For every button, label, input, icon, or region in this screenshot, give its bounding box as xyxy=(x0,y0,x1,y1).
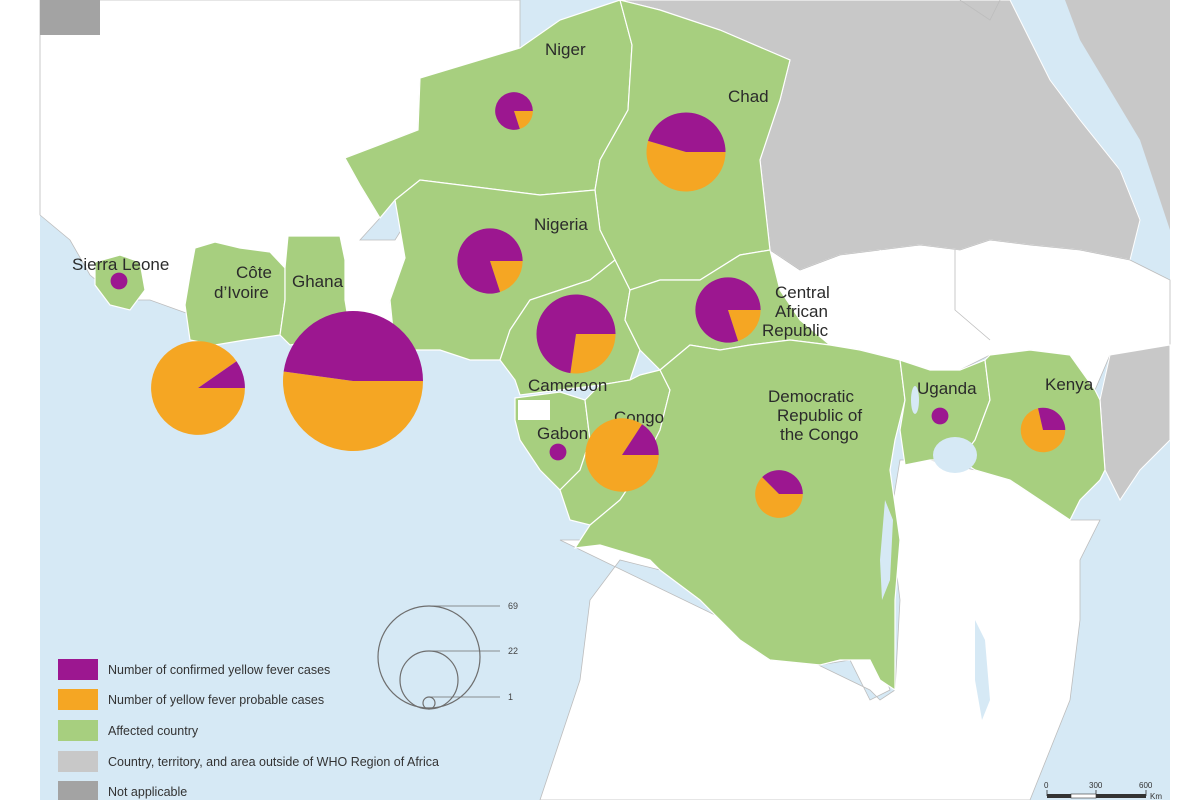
pie-slice-probable-ghana xyxy=(283,371,423,451)
lake-victoria xyxy=(933,437,977,473)
label-drc-2: Republic of xyxy=(777,406,862,425)
pie-slice-confirmed-cameroon xyxy=(536,294,616,374)
pie-slice-probable-chad xyxy=(646,140,726,192)
legend-label-not-applicable: Not applicable xyxy=(108,785,187,799)
color-legend: Number of confirmed yellow fever cases N… xyxy=(58,659,439,800)
pie-niger xyxy=(495,92,533,130)
pie-slice-confirmed-ghana xyxy=(283,310,423,381)
pie-uganda xyxy=(931,407,949,425)
case-pie-charts xyxy=(110,92,1066,518)
country-drc xyxy=(573,339,906,692)
label-nigeria: Nigeria xyxy=(534,215,588,234)
label-cameroon: Cameroon xyxy=(528,376,607,395)
legend-swatch-outside xyxy=(58,751,98,772)
pie-c-te-d-ivoire xyxy=(151,341,245,435)
pie-kenya xyxy=(1020,407,1066,453)
label-drc-3: the Congo xyxy=(780,425,858,444)
equatorial-guinea xyxy=(518,400,550,420)
lake-malawi xyxy=(975,620,990,720)
legend-swatch-not-applicable xyxy=(58,781,98,800)
scale-bar-segment-1 xyxy=(1047,794,1071,798)
pie-slice-confirmed-c-te-d-ivoire xyxy=(198,361,245,388)
legend-swatch-confirmed xyxy=(58,659,98,680)
legend-label-outside: Country, territory, and area outside of … xyxy=(108,755,439,769)
pie-central-african-republic xyxy=(695,277,761,343)
label-sierra-leone: Sierra Leone xyxy=(72,255,169,274)
pie-slice-confirmed-chad xyxy=(648,112,726,152)
scale-label-300: 300 xyxy=(1089,781,1103,790)
label-ghana: Ghana xyxy=(292,272,344,291)
legend-label-confirmed: Number of confirmed yellow fever cases xyxy=(108,663,330,677)
label-cote-divoire-2: d’Ivoire xyxy=(214,283,269,302)
pie-gabon xyxy=(549,443,567,461)
pie-slice-confirmed-nigeria xyxy=(457,228,523,294)
label-car-1: Central xyxy=(775,283,830,302)
pie-slice-confirmed-gabon xyxy=(549,443,567,461)
pie-slice-confirmed-sierra-leone xyxy=(110,272,128,290)
not-applicable-region xyxy=(40,0,100,35)
pie-slice-confirmed-kenya xyxy=(1038,407,1066,430)
scale-label-600: 600 xyxy=(1139,781,1153,790)
label-chad: Chad xyxy=(728,87,769,106)
scale-label-unit: Km xyxy=(1150,792,1162,800)
page-margin-right xyxy=(1170,0,1200,800)
label-niger: Niger xyxy=(545,40,586,59)
label-kenya: Kenya xyxy=(1045,375,1094,394)
lake-tanganyika xyxy=(880,500,893,600)
scale-bar-segment-3 xyxy=(1096,794,1146,798)
pie-slice-confirmed-central-african-republic xyxy=(695,277,761,343)
red-sea xyxy=(1040,0,1160,215)
scale-bar: 0 300 600 Km xyxy=(1044,781,1162,800)
pie-nigeria xyxy=(457,228,523,294)
pie-democratic-republic-of-the-congo xyxy=(755,470,803,518)
page-margin-left xyxy=(0,0,40,800)
pie-slice-probable-kenya xyxy=(1020,408,1066,453)
scale-bar-segment-2 xyxy=(1070,793,1097,799)
legend-swatch-probable xyxy=(58,689,98,710)
arabian-peninsula xyxy=(1065,0,1170,230)
size-label-small: 1 xyxy=(508,692,513,702)
size-legend: 69 22 1 xyxy=(377,601,518,710)
pie-ghana xyxy=(283,310,423,451)
size-label-large: 69 xyxy=(508,601,518,611)
pie-cameroon xyxy=(536,294,616,374)
pie-sierra-leone xyxy=(110,272,128,290)
pie-slice-probable-cameroon xyxy=(570,334,616,374)
pie-slice-confirmed-congo xyxy=(622,424,659,455)
pie-slice-confirmed-niger xyxy=(495,92,533,130)
label-car-3: Republic xyxy=(762,321,829,340)
legend-label-probable: Number of yellow fever probable cases xyxy=(108,693,324,707)
pie-slice-probable-nigeria xyxy=(490,261,523,293)
legend-swatch-affected xyxy=(58,720,98,741)
pie-slice-confirmed-democratic-republic-of-the-congo xyxy=(762,470,803,494)
pie-slice-confirmed-uganda xyxy=(931,407,949,425)
size-label-medium: 22 xyxy=(508,646,518,656)
pie-slice-probable-central-african-republic xyxy=(728,310,761,342)
country-labels: Niger Chad Nigeria Sierra Leone Côte d’I… xyxy=(72,40,1094,444)
pie-congo xyxy=(585,418,659,492)
pie-slice-probable-democratic-republic-of-the-congo xyxy=(755,477,803,518)
label-cote-divoire-1: Côte xyxy=(236,263,272,282)
label-car-2: African xyxy=(775,302,828,321)
pie-slice-probable-niger xyxy=(514,111,533,129)
label-gabon: Gabon xyxy=(537,424,588,443)
pie-slice-probable-congo xyxy=(585,418,659,492)
lake-albert xyxy=(911,386,919,414)
label-uganda: Uganda xyxy=(917,379,977,398)
pie-chad xyxy=(646,112,726,192)
scale-label-0: 0 xyxy=(1044,781,1049,790)
label-drc-1: Democratic xyxy=(768,387,854,406)
legend-label-affected: Affected country xyxy=(108,724,199,738)
